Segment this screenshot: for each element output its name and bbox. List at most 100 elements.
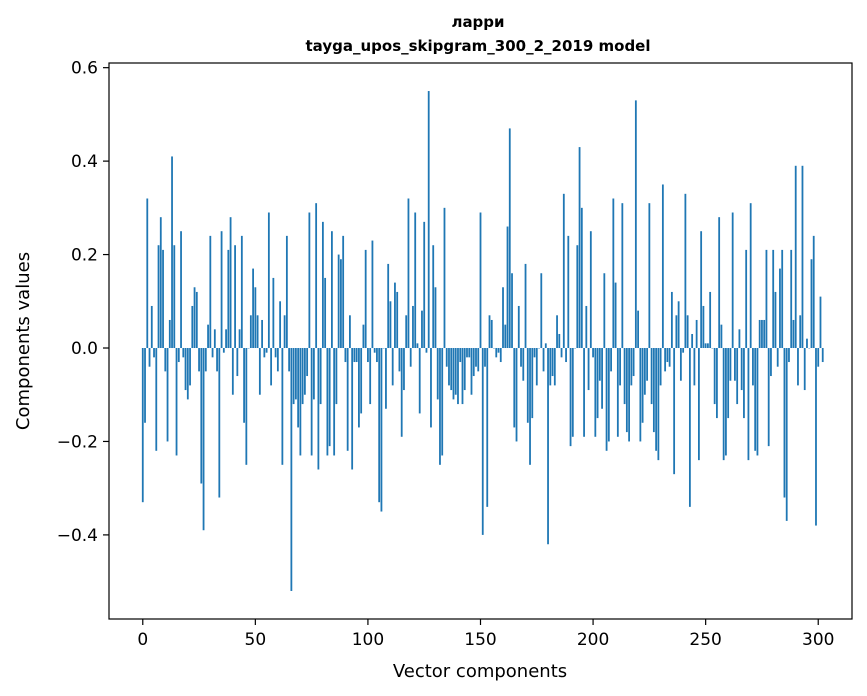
bar-72 [303, 348, 306, 395]
bar-9 [162, 249, 164, 349]
bar-289 [792, 319, 795, 348]
bar-90 [344, 348, 347, 363]
bar-154 [488, 315, 491, 349]
bar-270 [749, 203, 752, 349]
bar-60 [276, 348, 279, 372]
y-axis-label: Components values [13, 252, 34, 430]
bar-242 [686, 315, 689, 349]
bar-185 [558, 333, 561, 349]
bar-230 [659, 348, 662, 386]
bar-294 [803, 348, 806, 391]
bar-92 [349, 315, 351, 349]
bar-247 [698, 348, 700, 461]
bar-120 [412, 305, 414, 349]
bar-209 [612, 198, 615, 349]
bar-115 [400, 348, 403, 437]
bar-126 [425, 348, 428, 353]
bar-117 [405, 315, 408, 349]
bar-204 [601, 348, 603, 409]
bar-103 [373, 348, 376, 353]
bar-84 [331, 231, 333, 349]
bar-288 [790, 249, 793, 349]
bar-298 [812, 235, 815, 348]
bar-166 [515, 348, 518, 442]
bar-79 [319, 348, 322, 405]
bar-98 [362, 324, 365, 349]
bar-32 [213, 329, 216, 349]
bar-276 [763, 319, 766, 348]
bar-150 [479, 212, 482, 349]
bar-182 [551, 348, 554, 377]
bar-76 [312, 348, 315, 400]
bar-171 [526, 348, 529, 423]
bar-136 [448, 348, 450, 386]
bar-130 [434, 287, 437, 349]
bar-210 [614, 282, 617, 349]
bar-109 [387, 263, 390, 349]
bar-49 [252, 268, 254, 349]
y-tick-label-0: −0.4 [57, 526, 98, 546]
bar-135 [445, 348, 448, 367]
bar-201 [594, 348, 597, 437]
y-tick-label-2: 0.0 [71, 339, 98, 359]
bar-31 [211, 348, 214, 358]
bar-232 [664, 348, 667, 372]
bar-137 [450, 348, 453, 391]
bar-62 [281, 348, 284, 465]
bar-229 [657, 348, 660, 461]
bar-197 [585, 305, 588, 349]
bar-198 [587, 348, 590, 391]
bar-207 [607, 348, 610, 442]
bar-96 [358, 348, 360, 428]
bar-301 [819, 296, 822, 348]
bar-243 [688, 348, 691, 507]
bar-249 [702, 305, 705, 349]
bar-33 [216, 348, 218, 372]
bar-280 [772, 249, 775, 349]
bar-177 [540, 273, 543, 349]
bar-208 [610, 348, 612, 372]
bar-235 [670, 291, 673, 349]
bar-151 [481, 348, 484, 535]
bar-149 [477, 348, 480, 372]
bar-37 [225, 329, 227, 349]
bar-46 [245, 348, 248, 465]
bar-223 [643, 348, 646, 395]
bar-283 [779, 268, 781, 349]
bar-95 [355, 348, 358, 363]
bar-245 [693, 348, 696, 386]
bar-173 [531, 348, 534, 419]
bar-35 [220, 231, 223, 349]
bar-12 [168, 319, 171, 348]
bar-108 [385, 348, 387, 409]
bar-205 [603, 273, 606, 349]
bar-6 [155, 348, 158, 451]
bar-278 [767, 348, 770, 447]
bar-168 [520, 348, 522, 367]
bar-212 [619, 348, 621, 386]
bar-77 [315, 203, 318, 349]
bar-27 [202, 348, 205, 531]
bar-97 [360, 348, 363, 414]
bar-200 [592, 348, 594, 358]
bar-56 [267, 212, 270, 349]
bar-277 [765, 249, 768, 349]
bar-29 [207, 324, 209, 349]
bar-63 [283, 315, 286, 349]
bar-3 [148, 348, 151, 367]
bar-261 [729, 348, 732, 381]
bar-295 [806, 338, 808, 348]
x-tick-label-50: 50 [245, 630, 267, 650]
bar-8 [159, 217, 162, 348]
bar-45 [243, 348, 245, 423]
bar-181 [549, 348, 552, 386]
bar-20 [186, 348, 189, 400]
bar-275 [761, 319, 763, 348]
bar-133 [441, 348, 444, 456]
bar-128 [430, 348, 432, 428]
bar-91 [346, 348, 349, 451]
bar-238 [677, 301, 680, 349]
bar-190 [569, 348, 572, 447]
bar-222 [641, 348, 644, 423]
bar-141 [459, 348, 462, 363]
